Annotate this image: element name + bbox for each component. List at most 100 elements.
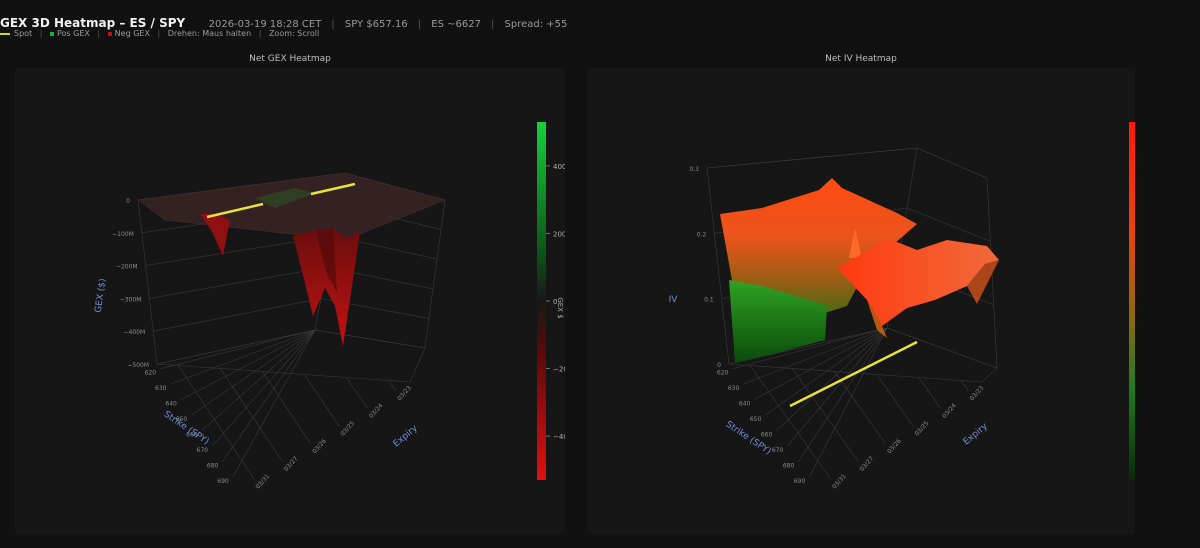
z-tick-label: −300M	[120, 296, 142, 303]
frame-edge	[706, 167, 730, 365]
x-tick-label: 690	[794, 478, 806, 485]
z-gridline	[886, 327, 998, 369]
z-tick-label: 0	[126, 198, 130, 205]
x-gridline	[798, 327, 888, 462]
iv-colorbar-bar	[1129, 122, 1135, 480]
iv-low-iv-wall	[729, 280, 827, 363]
colorbar-tick-label: 0	[553, 298, 557, 306]
es-price: ES ~6627	[431, 19, 481, 30]
gex-spot-line-2	[310, 182, 356, 196]
gex-colorbar-bar	[537, 122, 546, 480]
y-tick-label: 03/25	[914, 420, 931, 438]
x-gridline	[765, 327, 888, 416]
x-gridline	[809, 327, 888, 478]
z-tick-label: −200M	[116, 264, 138, 271]
gex-y-axis-title: Expiry	[392, 423, 421, 449]
x-gridline	[191, 329, 316, 416]
iv-spot-line	[789, 340, 918, 408]
x-gridline	[180, 329, 316, 400]
separator: |	[39, 29, 43, 38]
frame-edge	[137, 199, 158, 365]
z-gridline	[149, 266, 328, 299]
x-tick-label: 690	[217, 478, 229, 485]
y-gridline	[834, 371, 886, 445]
z-tick-label: 0.3	[689, 166, 699, 173]
x-gridline	[160, 329, 316, 369]
z-tick-label: −400M	[124, 329, 146, 336]
z-gridline	[916, 147, 988, 179]
x-tick-label: 650	[750, 416, 762, 423]
y-gridline	[792, 368, 859, 462]
z-gridline	[156, 329, 316, 365]
spot-line-swatch	[0, 32, 10, 35]
colorbar-tick-label: 200M	[553, 230, 565, 238]
colorbar-tick-label: 400M	[553, 163, 565, 171]
legend: Spot | Pos GEX | Neg GEX | Drehen: Maus …	[0, 29, 319, 38]
x-tick-label: 660	[186, 432, 198, 439]
y-gridline	[177, 365, 255, 480]
y-gridline	[220, 368, 283, 462]
iv-y-axis-title: Expiry	[962, 421, 991, 447]
gex-spot-line	[206, 202, 264, 219]
gex-plot-area[interactable]	[15, 68, 565, 534]
pos-gex-swatch	[49, 31, 54, 36]
separator: |	[331, 19, 335, 30]
frame-edge	[409, 347, 426, 383]
iv-panel: Net IV Heatmap	[587, 54, 1135, 536]
legend-zoom-hint: Zoom: Scroll	[268, 29, 320, 38]
iv-right-face	[967, 260, 999, 304]
frame-edge	[156, 363, 411, 383]
colorbar-tick-label: −200M	[553, 366, 565, 374]
frame-edge	[424, 199, 446, 349]
y-tick-label: 03/27	[283, 455, 300, 473]
y-gridline	[262, 371, 312, 445]
iv-plot-area[interactable]	[587, 68, 1135, 534]
z-gridline	[706, 147, 918, 169]
gex-panel: Net GEX Heatmap 0 −100M −200M −300M −400M −50…	[15, 54, 565, 536]
x-gridline	[170, 329, 316, 385]
x-tick-label: 640	[165, 401, 177, 408]
gex-z-axis-title: GEX ($)	[94, 278, 109, 313]
x-tick-label: 620	[145, 370, 157, 377]
y-gridline	[304, 374, 340, 427]
separator: |	[157, 29, 161, 38]
y-tick-label: 03/23	[396, 385, 413, 403]
x-gridline	[776, 327, 888, 431]
iv-surface-main	[720, 178, 917, 314]
y-tick-label: 03/23	[969, 385, 986, 403]
gex-trough-630	[200, 214, 230, 256]
y-tick-label: 03/24	[941, 402, 958, 420]
y-tick-label: 03/24	[368, 402, 385, 420]
y-tick-label: 03/25	[339, 420, 356, 438]
gex-surface	[137, 172, 446, 346]
timestamp: 2026-03-19 18:28 CET	[208, 19, 322, 30]
y-tick-label: 03/27	[859, 455, 876, 473]
x-tick-label: 670	[772, 447, 784, 454]
y-gridline	[346, 377, 368, 409]
separator: |	[258, 29, 262, 38]
y-gridline	[749, 365, 831, 480]
legend-neg-gex: Neg GEX	[114, 29, 150, 38]
gex-colorbar: GEX $ 400M 200M 0 −200M −400M	[537, 122, 565, 480]
z-tick-label: 0.2	[697, 231, 707, 238]
x-tick-label: 670	[197, 447, 209, 454]
y-tick-label: 03/26	[886, 438, 903, 456]
separator: |	[491, 19, 495, 30]
z-tick-label: −100M	[112, 231, 134, 238]
x-tick-label: 680	[783, 463, 795, 470]
y-gridline	[388, 380, 397, 392]
z-gridline	[906, 207, 991, 242]
x-tick-label: 650	[176, 416, 188, 423]
gex-surface-ridge	[255, 188, 315, 208]
iv-chart-title: Net IV Heatmap	[825, 54, 897, 64]
x-gridline	[743, 327, 888, 385]
y-tick-label: 03/26	[311, 438, 328, 456]
iv-z-axis-title: IV	[669, 295, 679, 305]
gex-surface-plane	[137, 172, 446, 241]
iv-colorbar: IV 30%25%20%15%10%5%0%	[1129, 122, 1135, 480]
x-gridline	[211, 329, 316, 447]
z-gridline	[314, 329, 426, 349]
legend-pos-gex: Pos GEX	[56, 29, 90, 38]
